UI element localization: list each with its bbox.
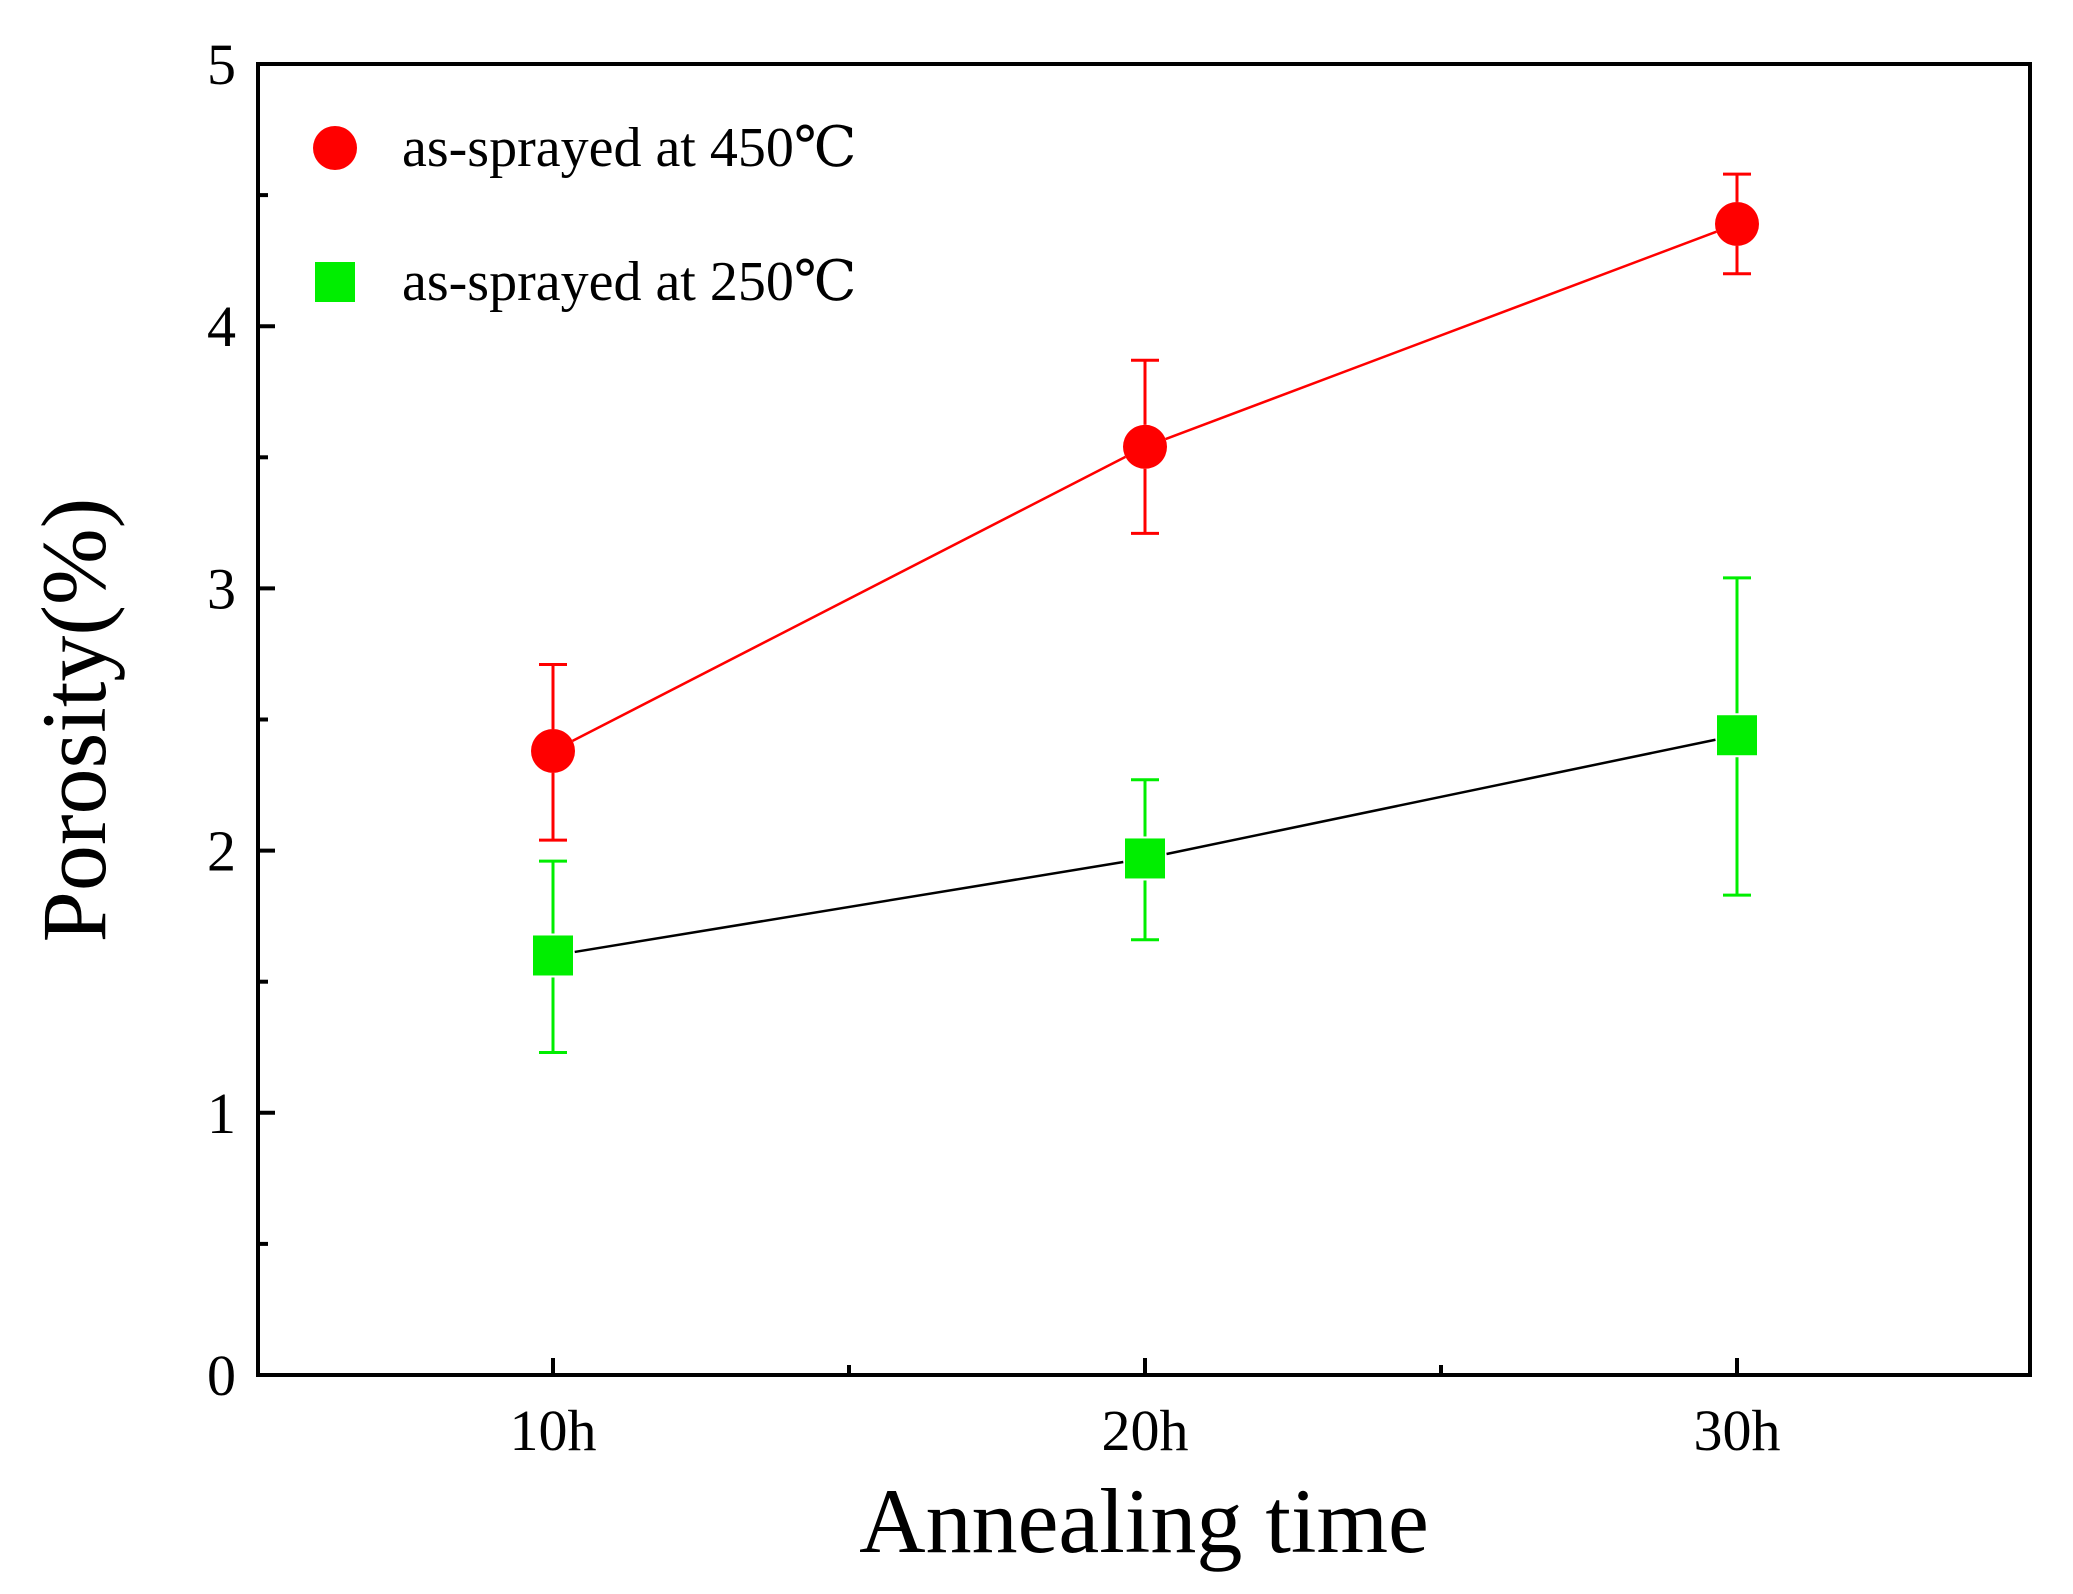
data-point [1715, 201, 1759, 246]
y-tick-label: 3 [207, 556, 236, 621]
data-point [533, 935, 573, 976]
series-1 [531, 172, 1759, 842]
y-axis-title: Porosity(%) [23, 498, 125, 943]
y-tick-label: 5 [207, 32, 236, 97]
axis-ticks: 0 1 2 3 4 5 10h 20h 30h [207, 32, 1781, 1463]
y-tick-label: 1 [207, 1081, 236, 1146]
series-layer [531, 172, 1759, 1054]
legend-label: as-sprayed at 450℃ [402, 117, 857, 179]
data-point [1717, 715, 1757, 756]
series-line-segment [1166, 738, 1716, 856]
x-tick-label: 10h [510, 1398, 597, 1463]
legend: as-sprayed at 450℃ as-sprayed at 250℃ [313, 117, 857, 313]
data-point [1123, 424, 1167, 469]
x-tick-label: 20h [1102, 1398, 1189, 1463]
series-line-segment [1165, 230, 1717, 441]
data-point [531, 728, 575, 773]
y-tick-label: 2 [207, 819, 236, 884]
series-2 [533, 576, 1757, 1054]
x-tick-label: 30h [1694, 1398, 1781, 1463]
y-tick-label: 0 [207, 1343, 236, 1408]
data-point [1125, 838, 1165, 879]
legend-marker-circle [313, 126, 357, 170]
legend-marker-square [315, 262, 355, 302]
series-line-segment [574, 860, 1124, 954]
series-line-segment [571, 455, 1127, 743]
x-axis-title: Annealing time [859, 1470, 1429, 1572]
y-tick-label: 4 [207, 294, 236, 359]
legend-label: as-sprayed at 250℃ [402, 251, 857, 313]
